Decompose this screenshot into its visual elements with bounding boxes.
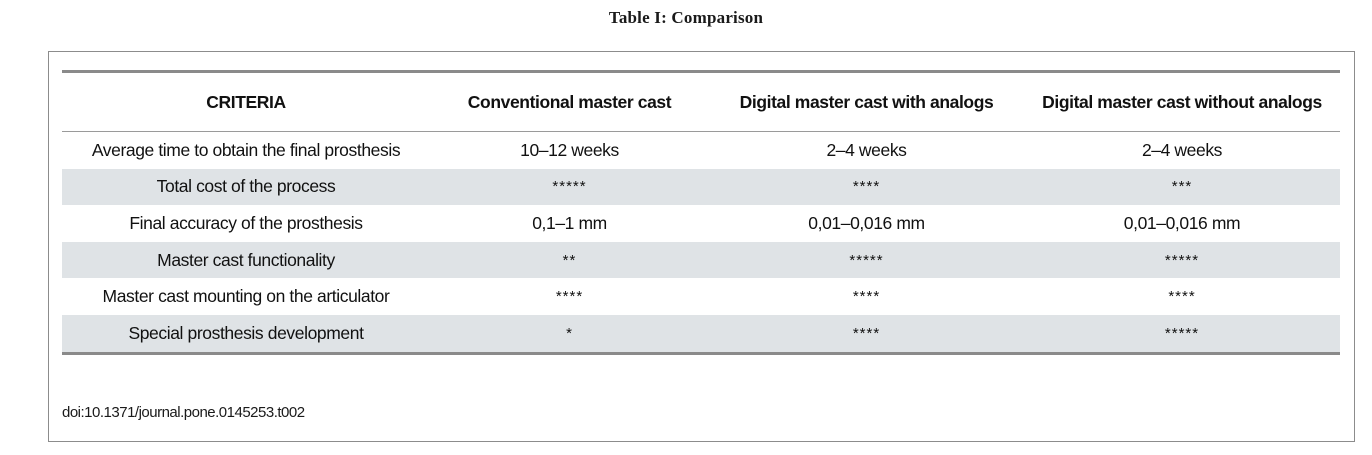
criteria-cell: Special prosthesis development xyxy=(62,314,430,352)
table-caption: Table I: Comparison xyxy=(608,8,764,27)
criteria-cell: Average time to obtain the final prosthe… xyxy=(62,131,430,169)
rating-cell: ** xyxy=(430,241,709,279)
rating-cell: **** xyxy=(430,278,709,315)
header-digital-without-analogs: Digital master cast without analogs xyxy=(1024,73,1340,132)
value-cell: 0,01–0,016 mm xyxy=(709,205,1024,242)
comparison-table: CRITERIA Conventional master cast Digita… xyxy=(62,73,1340,352)
table-frame xyxy=(48,51,1355,442)
table-row: Average time to obtain the final prosthe… xyxy=(62,131,1340,169)
table-row: Master cast functionality ** ***** ***** xyxy=(62,241,1340,279)
rating-cell: ***** xyxy=(1024,314,1340,352)
value-cell: 0,1–1 mm xyxy=(430,205,709,242)
value-cell: 2–4 weeks xyxy=(709,131,1024,169)
header-conventional: Conventional master cast xyxy=(430,73,709,132)
table-row: Total cost of the process ***** **** *** xyxy=(62,168,1340,206)
header-criteria: CRITERIA xyxy=(62,73,430,132)
rating-cell: ***** xyxy=(709,241,1024,279)
value-cell: 0,01–0,016 mm xyxy=(1024,205,1340,242)
header-digital-with-analogs: Digital master cast with analogs xyxy=(709,73,1024,132)
table-row: Master cast mounting on the articulator … xyxy=(62,278,1340,315)
header-row: CRITERIA Conventional master cast Digita… xyxy=(62,73,1340,132)
rating-cell: ***** xyxy=(1024,241,1340,279)
rating-cell: **** xyxy=(709,314,1024,352)
table-row: Final accuracy of the prosthesis 0,1–1 m… xyxy=(62,205,1340,242)
criteria-cell: Final accuracy of the prosthesis xyxy=(62,205,430,242)
table-top-rule xyxy=(62,70,1340,73)
rating-cell: **** xyxy=(1024,278,1340,315)
rating-cell: ***** xyxy=(430,168,709,206)
criteria-cell: Total cost of the process xyxy=(62,168,430,206)
table-bottom-rule xyxy=(62,351,1340,355)
doi-citation: doi:10.1371/journal.pone.0145253.t002 xyxy=(62,404,305,421)
criteria-cell: Master cast mounting on the articulator xyxy=(62,278,430,315)
criteria-cell: Master cast functionality xyxy=(62,241,430,279)
rating-cell: * xyxy=(430,314,709,352)
rating-cell: **** xyxy=(709,278,1024,315)
table-row: Special prosthesis development * **** **… xyxy=(62,314,1340,352)
value-cell: 10–12 weeks xyxy=(430,131,709,169)
rating-cell: *** xyxy=(1024,168,1340,206)
comparison-table-container: CRITERIA Conventional master cast Digita… xyxy=(62,70,1340,355)
value-cell: 2–4 weeks xyxy=(1024,131,1340,169)
rating-cell: **** xyxy=(709,168,1024,206)
